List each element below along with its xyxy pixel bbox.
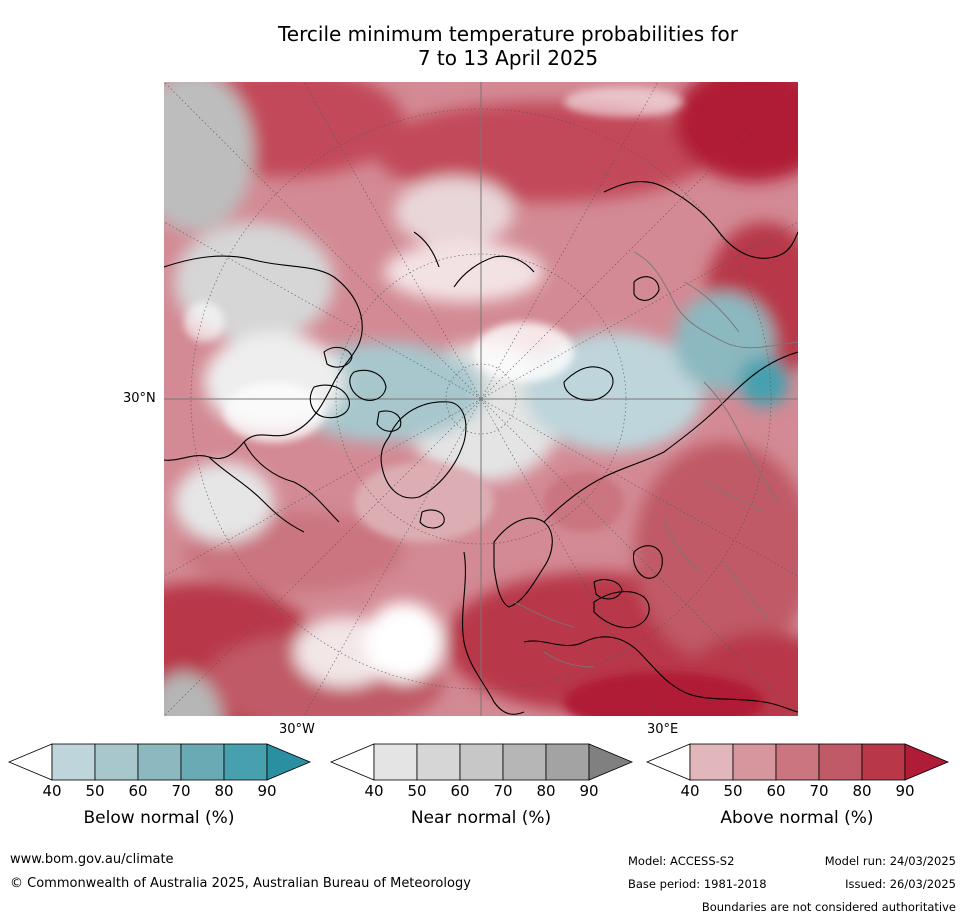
colorbar-segment xyxy=(373,743,418,781)
boundaries-disclaimer: Boundaries are not considered authoritat… xyxy=(701,900,956,914)
model-run-date: Model run: 24/03/2025 xyxy=(824,854,956,868)
website-link[interactable]: www.bom.gov.au/climate xyxy=(10,852,174,867)
tick-label: 90 xyxy=(257,782,277,800)
title-line-1: Tercile minimum temperature probabilitie… xyxy=(277,22,739,46)
map-svg xyxy=(164,82,798,716)
colorbar-segment xyxy=(94,743,139,781)
tick-label: 40 xyxy=(364,782,384,800)
colorbar-extend-low xyxy=(7,743,53,781)
model-name: Model: ACCESS-S2 xyxy=(628,854,735,868)
tick-label: 80 xyxy=(852,782,872,800)
issued-date: Issued: 26/03/2025 xyxy=(845,877,956,891)
tick-label: 60 xyxy=(450,782,470,800)
colorbar-segment xyxy=(502,743,547,781)
tick-label: 60 xyxy=(766,782,786,800)
chart-title: Tercile minimum temperature probabilitie… xyxy=(0,22,965,70)
coastlines xyxy=(164,181,798,715)
colorbar-extend-low xyxy=(329,743,375,781)
legend-title-above: Above normal (%) xyxy=(720,808,874,828)
longitude-label-east: 30°E xyxy=(647,722,679,737)
legend-title-near: Near normal (%) xyxy=(410,808,552,828)
colorbar-segment xyxy=(137,743,182,781)
probability-map xyxy=(164,82,798,716)
base-period: Base period: 1981-2018 xyxy=(628,877,767,891)
colorbar-segment xyxy=(459,743,504,781)
tick-label: 40 xyxy=(680,782,700,800)
colorbar-segment xyxy=(689,743,734,781)
colorbar-segment xyxy=(51,743,96,781)
colorbar-below-normal xyxy=(7,743,312,781)
tick-label: 80 xyxy=(536,782,556,800)
tick-label: 60 xyxy=(128,782,148,800)
colorbar-segment xyxy=(861,743,906,781)
tick-label: 70 xyxy=(809,782,829,800)
colorbar-segment xyxy=(545,743,590,781)
legend-near-normal xyxy=(329,742,634,781)
longitude-label-west: 30°W xyxy=(279,722,315,737)
latitude-label: 30°N xyxy=(123,391,156,406)
tick-label: 50 xyxy=(723,782,743,800)
country-borders xyxy=(513,251,798,668)
colorbar-extend-high xyxy=(266,743,312,781)
probability-field xyxy=(164,82,798,716)
colorbar-extend-low xyxy=(645,743,691,781)
legend-above-normal xyxy=(645,742,950,781)
colorbar-segment xyxy=(732,743,777,781)
tick-label: 50 xyxy=(85,782,105,800)
tick-label: 50 xyxy=(407,782,427,800)
colorbar-segment xyxy=(180,743,225,781)
colorbar-segment xyxy=(223,743,268,781)
colorbar-extend-high xyxy=(904,743,950,781)
legend-title-below: Below normal (%) xyxy=(83,808,235,828)
probability-detail xyxy=(184,87,764,716)
tick-label: 90 xyxy=(579,782,599,800)
tick-label: 70 xyxy=(493,782,513,800)
tick-label: 80 xyxy=(214,782,234,800)
tick-label: 90 xyxy=(895,782,915,800)
tick-label: 70 xyxy=(171,782,191,800)
copyright-text: © Commonwealth of Australia 2025, Austra… xyxy=(10,876,471,891)
colorbar-segment xyxy=(416,743,461,781)
colorbar-segment xyxy=(775,743,820,781)
colorbar-near-normal xyxy=(329,743,634,781)
colorbar-above-normal xyxy=(645,743,950,781)
tick-label: 40 xyxy=(42,782,62,800)
meridian-lines xyxy=(164,82,798,716)
title-line-2: 7 to 13 April 2025 xyxy=(417,46,599,70)
colorbar-segment xyxy=(818,743,863,781)
colorbar-extend-high xyxy=(588,743,634,781)
legend-below-normal xyxy=(7,742,312,781)
